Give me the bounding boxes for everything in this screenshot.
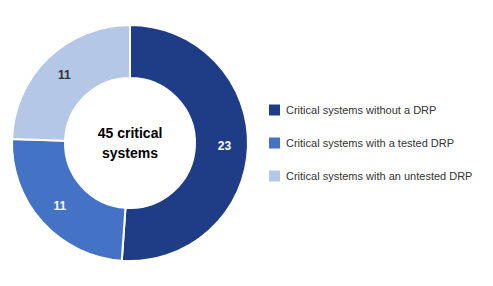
svg-text:Critical systems with an untes: Critical systems with an untested DRP	[286, 170, 472, 182]
svg-text:11: 11	[58, 68, 71, 82]
svg-text:45 critical: 45 critical	[98, 125, 163, 141]
svg-text:23: 23	[218, 139, 232, 153]
svg-text:Critical systems with a tested: Critical systems with a tested DRP	[286, 137, 454, 149]
svg-text:Critical systems without a DRP: Critical systems without a DRP	[286, 104, 436, 116]
svg-text:11: 11	[53, 199, 66, 213]
svg-text:systems: systems	[102, 145, 158, 161]
